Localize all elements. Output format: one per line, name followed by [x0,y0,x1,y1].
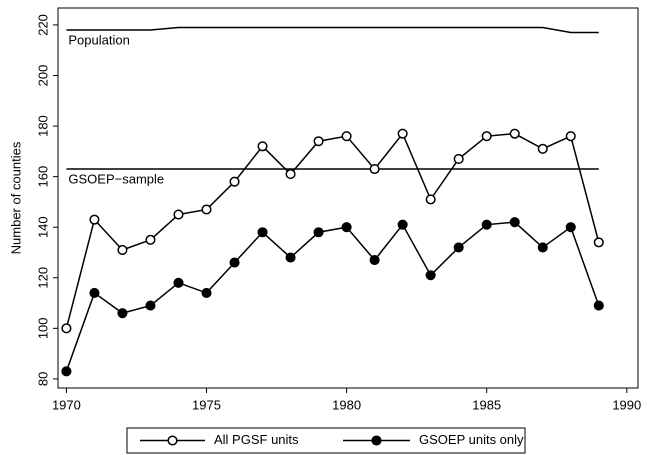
y-tick-label: 160 [35,166,50,188]
marker [425,270,436,281]
marker [537,143,548,154]
marker [481,131,492,142]
marker [173,209,184,220]
y-tick-label: 180 [35,115,50,137]
marker [61,366,72,377]
marker [61,323,72,334]
marker [285,252,296,263]
marker [201,287,212,298]
marker [369,255,380,266]
reference-label: Population [68,33,129,48]
marker [229,257,240,268]
x-tick-label: 1980 [332,397,361,412]
marker [313,136,324,147]
marker [369,164,380,175]
marker [565,131,576,142]
y-tick-label: 200 [35,65,50,87]
marker [89,214,100,225]
marker [593,237,604,248]
legend-marker [167,435,178,446]
marker [537,242,548,253]
reference-line [66,26,599,34]
legend-box [126,427,526,454]
marker [341,222,352,233]
series-line [65,221,600,372]
marker [565,222,576,233]
y-tick-label: 220 [35,14,50,36]
marker [313,227,324,238]
legend-label: GSOEP units only [419,432,524,447]
marker [89,287,100,298]
x-tick-label: 1990 [612,397,641,412]
marker [453,153,464,164]
marker [509,128,520,139]
series-line [65,132,600,329]
marker [257,227,268,238]
marker [425,194,436,205]
marker [229,176,240,187]
y-axis-label: Number of counties [8,141,23,254]
marker [593,300,604,311]
marker [397,219,408,230]
marker [145,300,156,311]
legend-label: All PGSF units [214,432,299,447]
y-tick-label: 80 [35,372,50,386]
y-tick-label: 120 [35,267,50,289]
y-tick-label: 100 [35,317,50,339]
marker [509,217,520,228]
x-tick-label: 1985 [472,397,501,412]
marker [145,234,156,245]
marker [397,128,408,139]
marker [257,141,268,152]
marker [201,204,212,215]
marker [453,242,464,253]
x-tick-label: 1970 [52,397,81,412]
legend-marker [371,435,382,446]
x-tick-label: 1975 [192,397,221,412]
marker [341,131,352,142]
reference-label: GSOEP−sample [68,172,164,187]
marker [481,219,492,230]
plot-frame [57,7,639,389]
marker [285,169,296,180]
marker [117,308,128,319]
marker [173,277,184,288]
marker [117,244,128,256]
y-tick-label: 140 [35,216,50,238]
